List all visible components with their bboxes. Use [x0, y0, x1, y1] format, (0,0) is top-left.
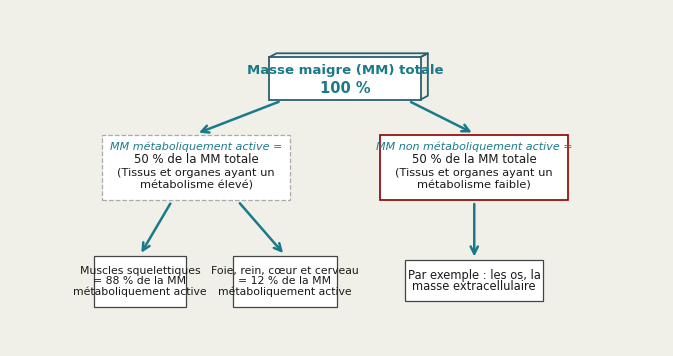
Text: (Tissus et organes ayant un: (Tissus et organes ayant un	[118, 168, 275, 178]
Text: 50 % de la MM totale: 50 % de la MM totale	[412, 153, 536, 166]
Text: MM non métaboliquement active =: MM non métaboliquement active =	[376, 142, 573, 152]
Text: Masse maigre (MM) totale: Masse maigre (MM) totale	[247, 64, 443, 77]
Text: métaboliquement active: métaboliquement active	[73, 287, 207, 297]
Text: = 88 % de la MM: = 88 % de la MM	[94, 276, 186, 286]
Text: métabolisme faible): métabolisme faible)	[417, 181, 531, 191]
Text: métaboliquement active: métaboliquement active	[218, 287, 352, 297]
Bar	[269, 57, 421, 100]
Bar	[233, 256, 337, 307]
Text: MM métaboliquement active =: MM métaboliquement active =	[110, 142, 283, 152]
Text: = 12 % de la MM: = 12 % de la MM	[238, 276, 332, 286]
Bar	[102, 135, 290, 200]
Text: Par exemple : les os, la: Par exemple : les os, la	[408, 269, 540, 282]
Bar	[380, 135, 568, 200]
Text: Muscles squelettiques: Muscles squelettiques	[79, 266, 201, 276]
Text: 50 % de la MM totale: 50 % de la MM totale	[134, 153, 258, 166]
Text: métabolisme élevé): métabolisme élevé)	[140, 181, 253, 191]
Text: 100 %: 100 %	[320, 81, 370, 96]
Text: (Tissus et organes ayant un: (Tissus et organes ayant un	[396, 168, 553, 178]
Text: masse extracellulaire: masse extracellulaire	[413, 280, 536, 293]
Text: Foie, rein, cœur et cerveau: Foie, rein, cœur et cerveau	[211, 266, 359, 276]
Bar	[405, 260, 543, 301]
Bar	[94, 256, 186, 307]
